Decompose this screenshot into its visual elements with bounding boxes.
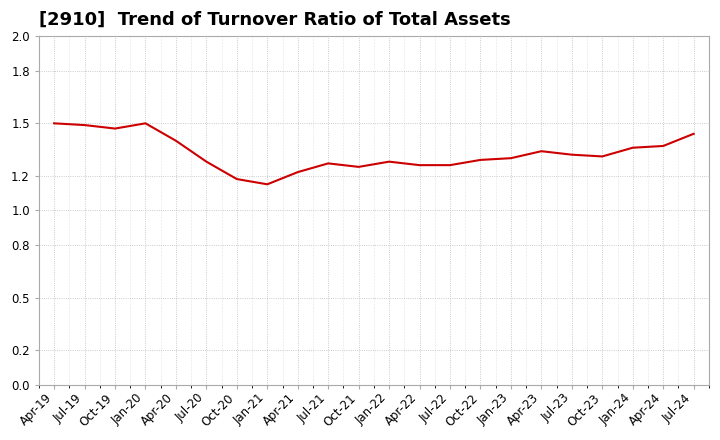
Text: [2910]  Trend of Turnover Ratio of Total Assets: [2910] Trend of Turnover Ratio of Total … (39, 11, 510, 29)
